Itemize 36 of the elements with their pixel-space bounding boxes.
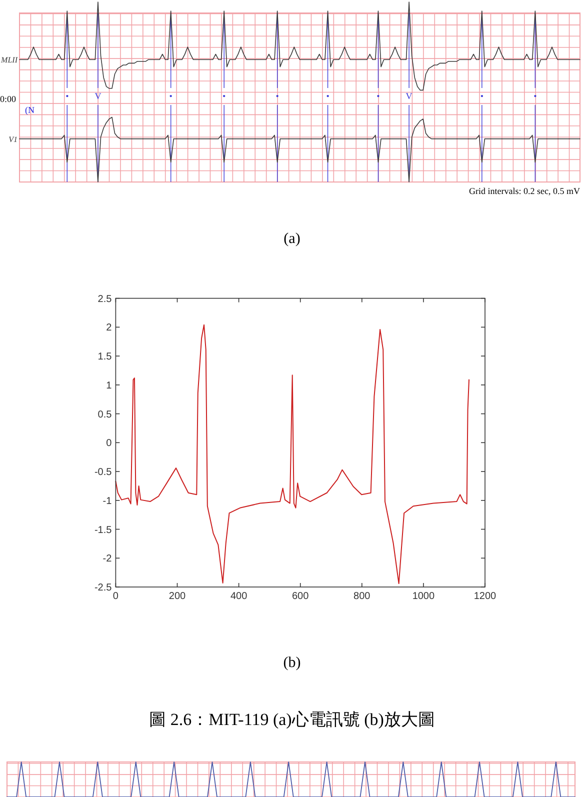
y-tick-label: -1 [102, 496, 112, 507]
y-tick-label: 2.5 [98, 294, 112, 305]
series-label: MLII [0, 56, 18, 65]
y-tick-label: 0 [106, 438, 112, 450]
x-tick-label: 800 [354, 591, 371, 602]
x-tick-label: 400 [230, 591, 248, 602]
x-tick-label: 200 [168, 591, 186, 602]
x-tick-label: 1000 [412, 591, 436, 602]
caption: 圖 2.6：MIT-119 (a)心電訊號 (b)放大圖 [149, 710, 435, 729]
y-tick-label: 0.5 [98, 409, 112, 420]
x-tick-label: • [376, 91, 380, 101]
x-tick-label: • [326, 91, 330, 101]
x-tick-label: • [534, 91, 537, 101]
y-tick-label: -2 [102, 554, 112, 565]
text: (a) [284, 231, 300, 247]
y-tick-label: 1.5 [98, 352, 112, 363]
x-tick-label: V [94, 91, 102, 101]
text: 0:00 [0, 94, 16, 104]
x-tick-label: 600 [292, 591, 310, 602]
y-tick-label: 1 [106, 380, 112, 392]
line-series [115, 324, 470, 584]
y-tick-label: -1.5 [94, 524, 112, 536]
annotation: (N [25, 105, 35, 115]
y-tick-label: -2.5 [94, 582, 112, 594]
x-tick-label: 1200 [474, 591, 497, 602]
y-tick-label: -0.5 [94, 467, 112, 478]
x-tick-label: • [480, 91, 484, 101]
x-tick-label: V [406, 91, 413, 101]
y-tick-label: 2 [106, 322, 112, 334]
text: (b) [283, 655, 301, 671]
x-tick-label: • [222, 91, 226, 101]
series-label: V1 [8, 134, 18, 144]
x-tick-label: • [169, 91, 172, 101]
x-tick-label: • [66, 91, 69, 101]
text: Grid intervals: 0.2 sec, 0.5 mV [469, 186, 580, 196]
x-tick-label: • [276, 91, 279, 101]
